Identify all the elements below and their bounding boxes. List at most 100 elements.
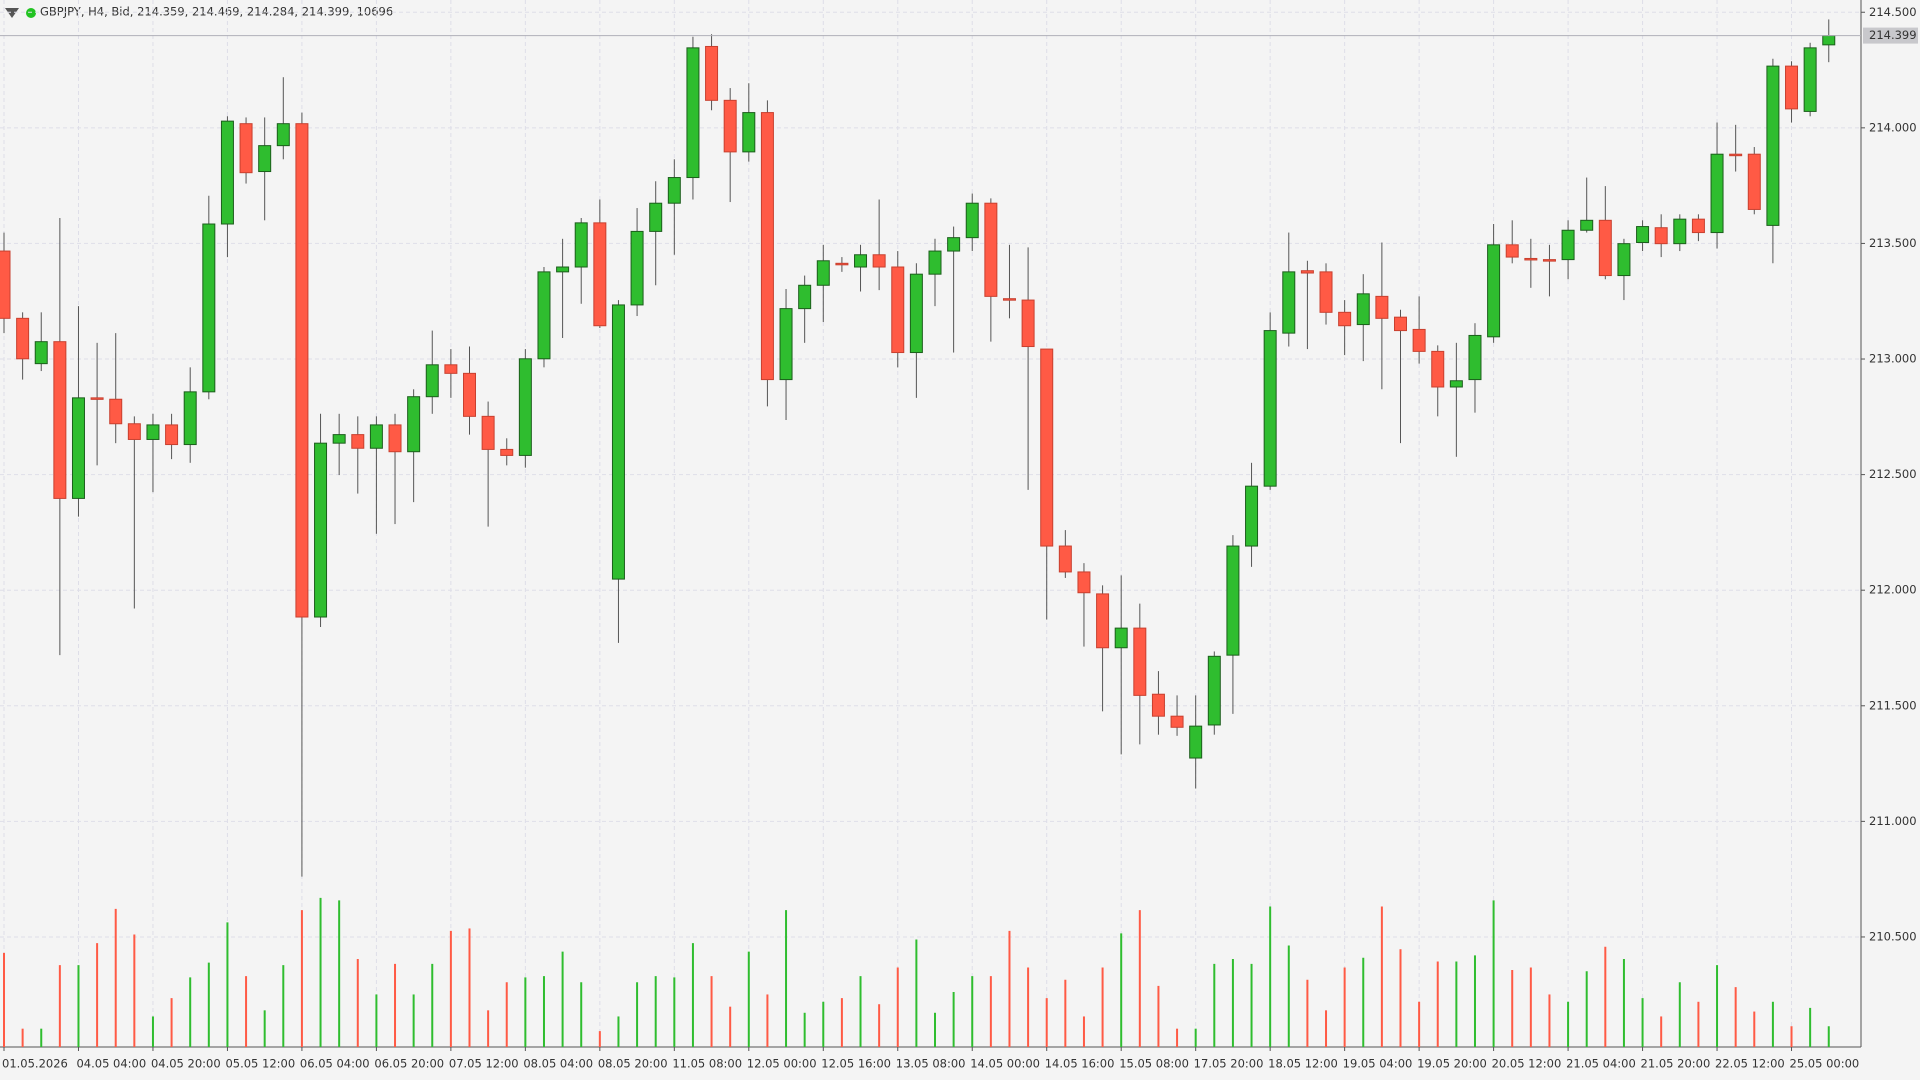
x-tick-label: 19.05 20:00 (1417, 1057, 1487, 1071)
candle-body (1226, 545, 1240, 656)
candle-body (369, 424, 383, 449)
candle-body (500, 448, 514, 456)
x-tick-label: 06.05 04:00 (300, 1057, 370, 1071)
status-dot (26, 8, 36, 18)
y-tick-label: 211.500 (1869, 698, 1917, 712)
candle-body (351, 434, 365, 449)
candle-body (1729, 153, 1743, 157)
candle-body (649, 202, 663, 232)
candle-body (71, 397, 85, 499)
candle-body (1487, 244, 1501, 338)
y-tick-label: 212.000 (1869, 583, 1917, 597)
candle-body (556, 266, 570, 273)
y-tick-label: 212.500 (1869, 467, 1917, 481)
x-tick-label: 25.05 00:00 (1790, 1057, 1860, 1071)
x-tick-label: 11.05 08:00 (672, 1057, 742, 1071)
candle-body (891, 266, 905, 354)
candle-body (1040, 348, 1054, 547)
x-tick-label: 05.05 12:00 (225, 1057, 295, 1071)
candle-body (146, 424, 160, 440)
candle-body (909, 273, 923, 354)
candle-body (872, 254, 886, 268)
candle-body (723, 99, 737, 153)
x-tick-label: 20.05 12:00 (1492, 1057, 1562, 1071)
candle-body (53, 341, 67, 499)
x-tick-label: 14.05 16:00 (1045, 1057, 1115, 1071)
menu-arrow[interactable] (5, 8, 19, 18)
candle-body (1058, 545, 1072, 573)
y-tick-label: 213.000 (1869, 352, 1917, 366)
x-tick-label: 08.05 20:00 (598, 1057, 668, 1071)
candle-body (611, 304, 625, 580)
candle-body (1822, 35, 1836, 46)
candle-body (314, 442, 328, 618)
candle-body (332, 434, 346, 444)
candle-body (183, 391, 197, 446)
candle-body (1021, 299, 1035, 348)
candle-body (1356, 293, 1370, 326)
candle-body (109, 398, 123, 425)
candle-body (1580, 219, 1594, 231)
candle-body (798, 284, 812, 310)
candle-body (1096, 593, 1110, 649)
candle-body (1319, 271, 1333, 313)
candle-body (1542, 259, 1556, 262)
candle-body (1598, 219, 1612, 277)
x-tick-label: 21.05 20:00 (1641, 1057, 1711, 1071)
candle-body (518, 358, 532, 456)
y-tick-label: 210.500 (1869, 929, 1917, 943)
candle-body (1412, 328, 1426, 352)
candle-body (165, 424, 179, 446)
candle-body (1170, 715, 1184, 728)
candle-body (1468, 334, 1482, 381)
candle-body (1673, 218, 1687, 245)
candle-body (1133, 627, 1147, 696)
candle-body (1338, 311, 1352, 327)
y-tick-label: 213.500 (1869, 236, 1917, 250)
candle-body (630, 230, 644, 306)
candle-body (686, 47, 700, 179)
candle-body (1002, 298, 1016, 301)
candle-body (1766, 65, 1780, 226)
x-tick-label: 06.05 20:00 (374, 1057, 444, 1071)
x-tick-label: 21.05 04:00 (1566, 1057, 1636, 1071)
candle-body (0, 250, 11, 319)
candle-body (835, 262, 849, 266)
candle-body (16, 317, 30, 360)
x-tick-label: 08.05 04:00 (523, 1057, 593, 1071)
x-tick-label: 01.05.2026 (2, 1057, 68, 1071)
x-tick-label: 15.05 08:00 (1119, 1057, 1189, 1071)
candle-body (1207, 655, 1221, 726)
candle-body (593, 222, 607, 327)
candle-body (816, 260, 830, 286)
candle-body (127, 423, 141, 440)
candle-body (34, 341, 48, 365)
candle-body (1263, 330, 1277, 487)
candle-body (705, 45, 719, 101)
candle-body (1077, 571, 1091, 594)
x-tick-label: 17.05 20:00 (1194, 1057, 1264, 1071)
x-tick-label: 04.05 20:00 (151, 1057, 221, 1071)
candle-body (388, 424, 402, 453)
candle-body (574, 222, 588, 268)
x-tick-label: 18.05 12:00 (1268, 1057, 1338, 1071)
candle-body (1151, 693, 1165, 717)
candle-body (1505, 244, 1519, 258)
candle-body (239, 123, 253, 174)
candle-body (276, 123, 290, 147)
last-price-label: 214.399 (1869, 28, 1917, 42)
x-tick-label: 22.05 12:00 (1715, 1057, 1785, 1071)
candle-body (407, 396, 421, 453)
candle-body (1449, 380, 1463, 388)
candle-body (984, 202, 998, 297)
candle-body (444, 364, 458, 374)
candle-body (1245, 485, 1259, 547)
candle-body (854, 254, 868, 268)
candle-body (1114, 627, 1128, 649)
candle-body (202, 223, 216, 393)
candle-body (481, 415, 495, 450)
y-tick-label: 211.000 (1869, 814, 1917, 828)
candle-body (965, 202, 979, 239)
candle-body (537, 271, 551, 360)
chart-title: GBPJPY, H4, Bid, 214.359, 214.469, 214.2… (40, 5, 393, 19)
